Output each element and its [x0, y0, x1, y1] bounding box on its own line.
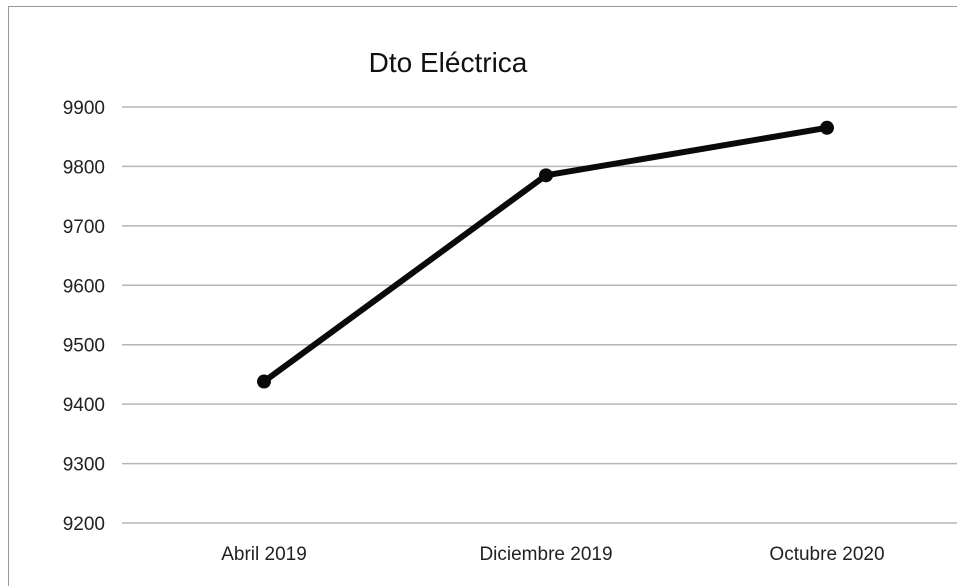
y-tick-label: 9300 [63, 455, 105, 476]
chart-frame [8, 6, 957, 586]
y-tick-label: 9700 [63, 217, 105, 238]
y-tick-label: 9600 [63, 276, 105, 297]
chart-title: Dto Eléctrica [369, 47, 528, 78]
y-tick-label: 9400 [63, 395, 105, 416]
x-tick-label: Diciembre 2019 [479, 544, 612, 565]
y-tick-label: 9500 [63, 336, 105, 357]
data-series [257, 120, 834, 389]
gridlines [122, 106, 957, 524]
x-tick-label: Abril 2019 [221, 544, 307, 565]
y-tick-label: 9200 [63, 514, 105, 535]
x-axis-tick-labels: Abril 2019 Diciembre 2019 Octubre 2020 [221, 544, 884, 565]
x-tick-label: Octubre 2020 [769, 544, 884, 565]
data-point-1 [257, 374, 271, 389]
y-tick-label: 9900 [63, 98, 105, 119]
y-axis-tick-labels: 9200 9300 9400 9500 9600 9700 9800 9900 [63, 98, 105, 535]
data-point-3 [820, 120, 834, 135]
data-point-2 [539, 168, 553, 183]
y-tick-label: 9800 [63, 157, 105, 178]
